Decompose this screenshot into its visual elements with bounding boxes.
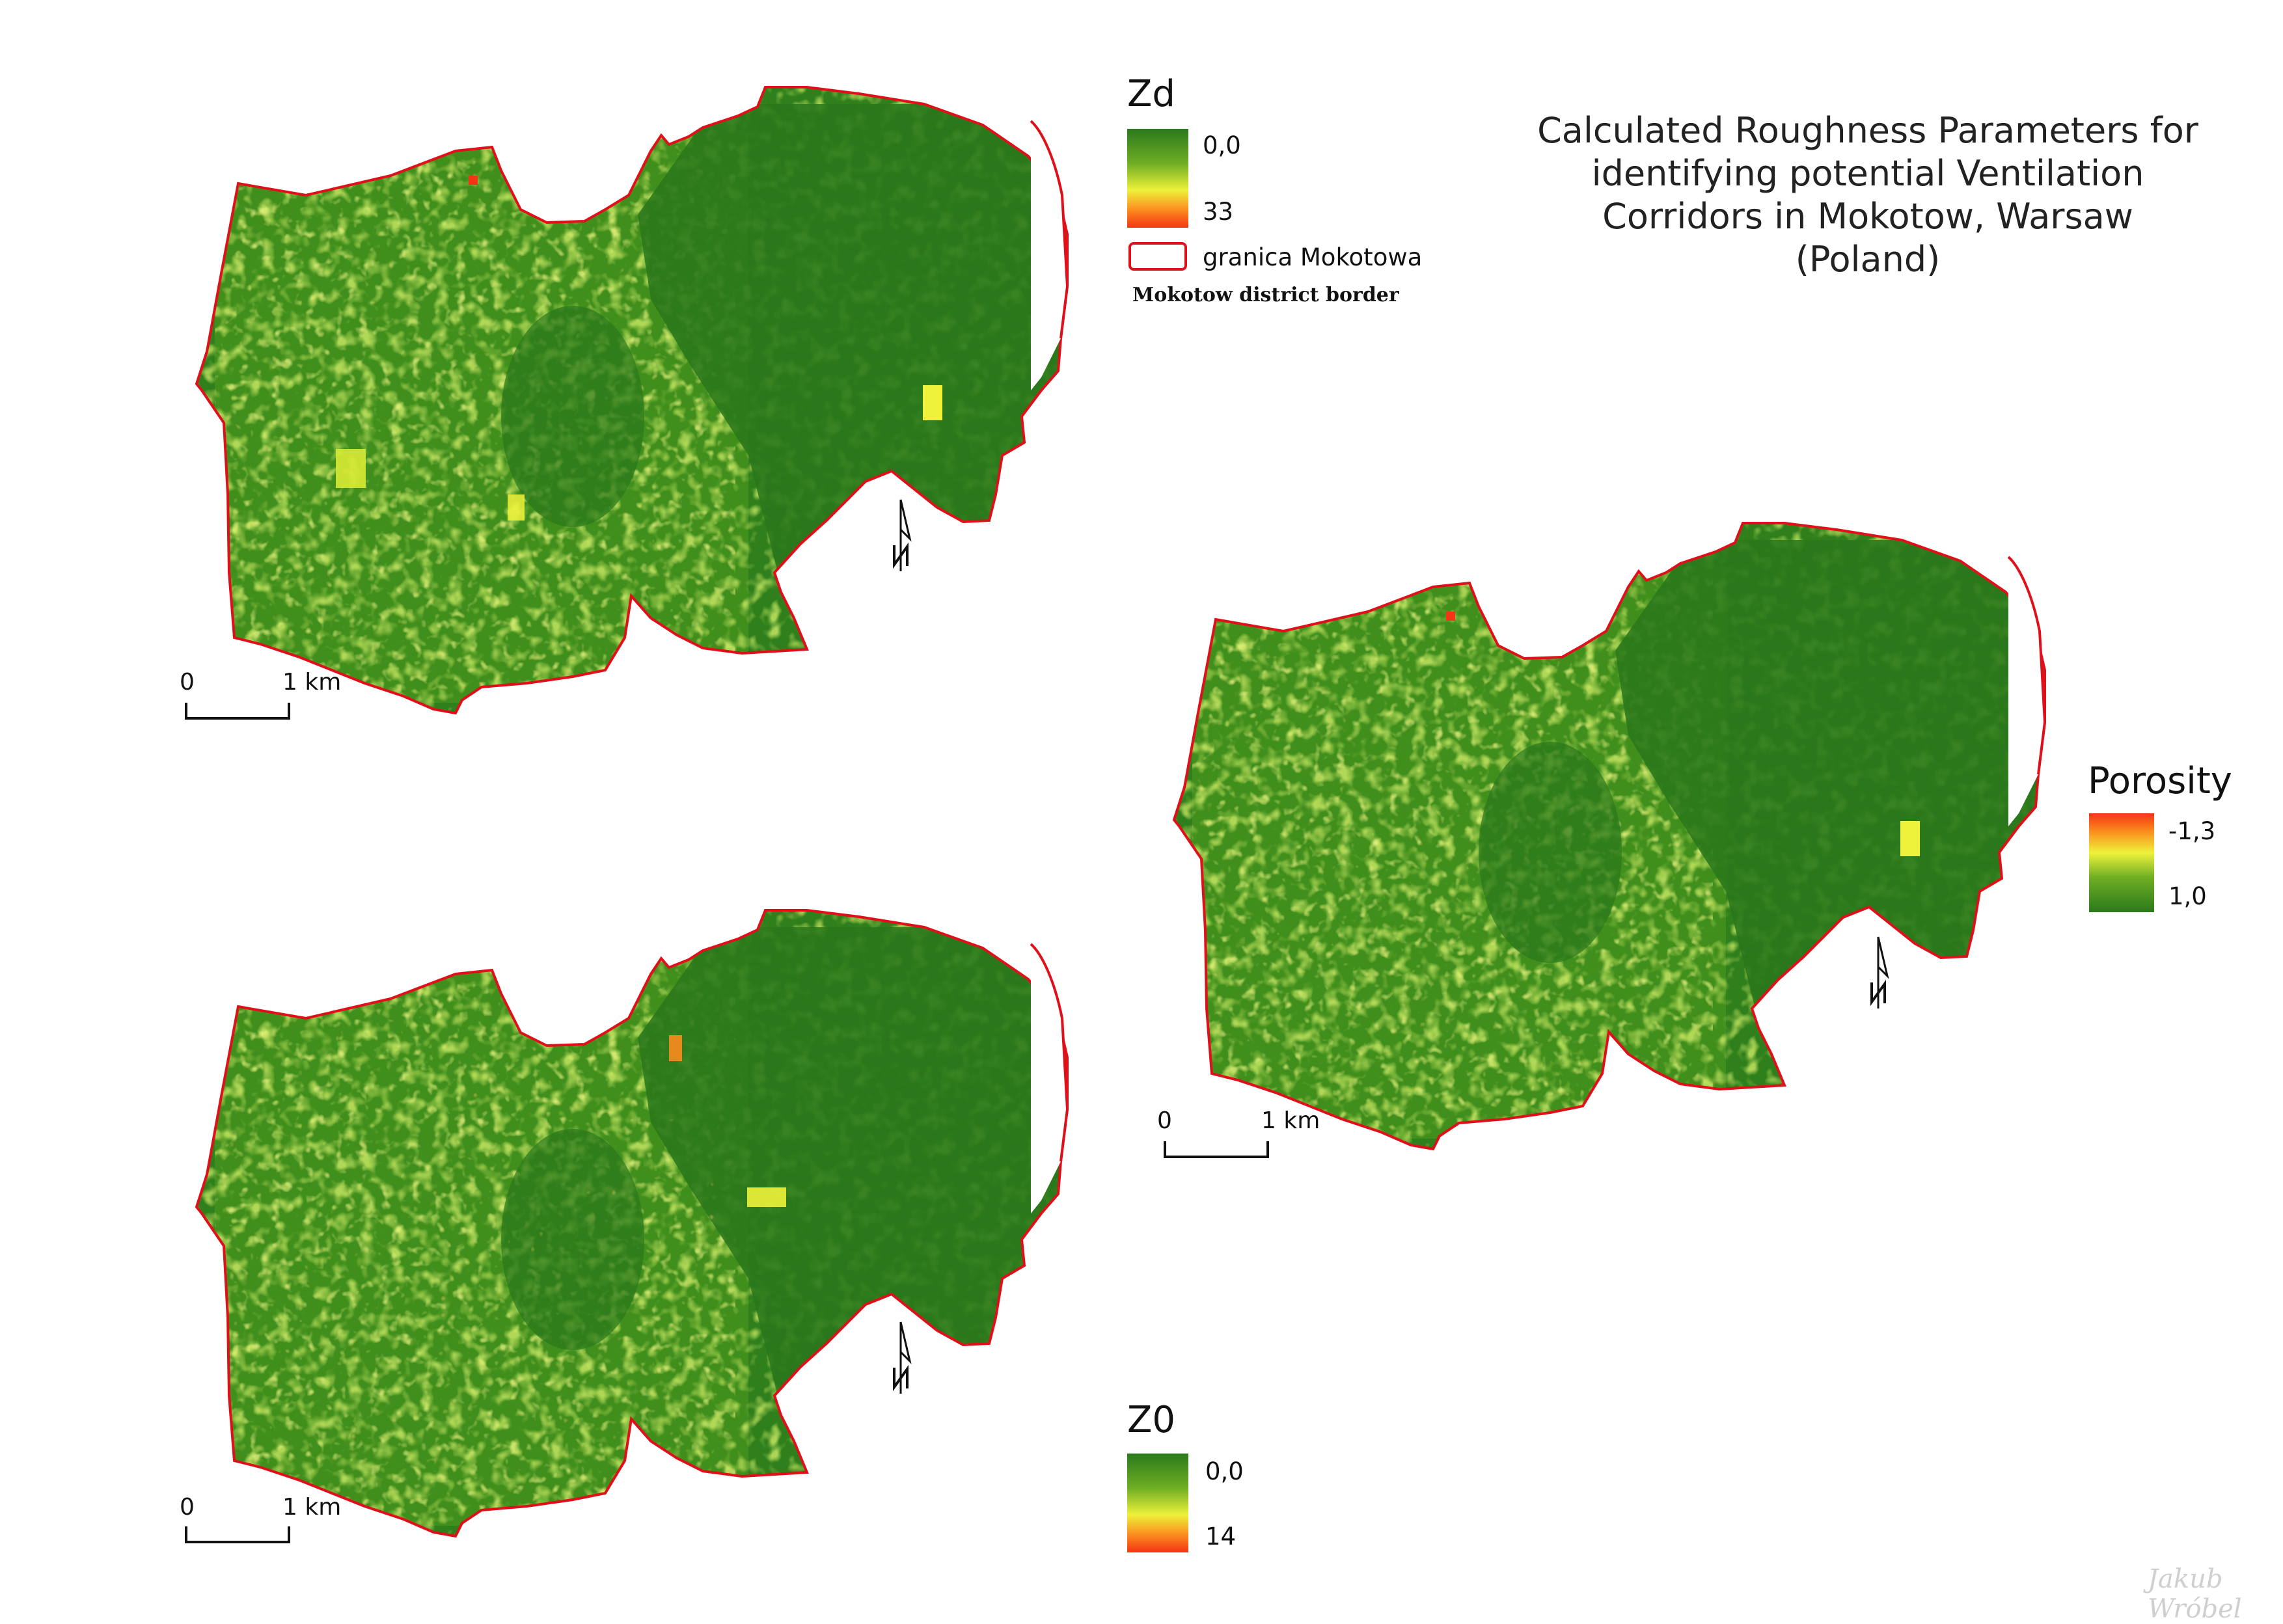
z0-legend-max: 14 [1205,1522,1237,1550]
porosity-legend-max: 1,0 [2168,882,2207,910]
map-porosity-nodata [2008,557,2045,826]
map-porosity [1166,514,2051,1158]
title-line: Calculated Roughness Parameters for [1537,110,2198,151]
zd-color-ramp [1127,129,1188,228]
scale-bar-z0 [185,1526,290,1543]
north-arrow-icon [1870,936,1889,1010]
title-line: Corridors in Mokotow, Warsaw [1602,196,2133,237]
zd-legend-title: Zd [1127,73,1175,115]
title-line: (Poland) [1795,239,1941,280]
scale-start-label: 0 [1157,1107,1172,1134]
border-legend-note: Mokotow district border [1132,284,1399,306]
scale-start-label: 0 [180,669,195,696]
porosity-legend-min: -1,3 [2168,817,2216,845]
scale-start-label: 0 [180,1494,195,1521]
zd-legend-max: 33 [1203,198,1234,226]
scale-end-label: 1 km [282,669,342,696]
signature-watermark: Jakub Wróbel [2148,1564,2242,1624]
north-arrow-icon [893,1321,911,1395]
scale-bar-zd [185,703,290,720]
north-arrow-icon [893,498,911,573]
z0-legend-title: Z0 [1127,1399,1175,1441]
scale-bar-porosity [1164,1141,1269,1158]
scale-end-label: 1 km [1261,1107,1320,1134]
map-z0 [189,901,1074,1545]
zd-legend-min: 0,0 [1203,131,1241,159]
z0-color-ramp [1127,1454,1188,1552]
border-legend-symbol [1128,242,1187,271]
porosity-color-ramp [2089,813,2154,912]
border-legend-label: granica Mokotowa [1203,243,1423,271]
page-title: Calculated Roughness Parameters for iden… [1497,109,2239,281]
map-zd [189,78,1074,722]
map-z0-nodata [1031,944,1067,1213]
porosity-legend-title: Porosity [2088,760,2232,802]
scale-end-label: 1 km [282,1494,342,1521]
z0-legend-min: 0,0 [1205,1457,1244,1485]
title-line: identifying potential Ventilation [1591,153,2144,194]
map-zd-nodata [1031,121,1067,390]
